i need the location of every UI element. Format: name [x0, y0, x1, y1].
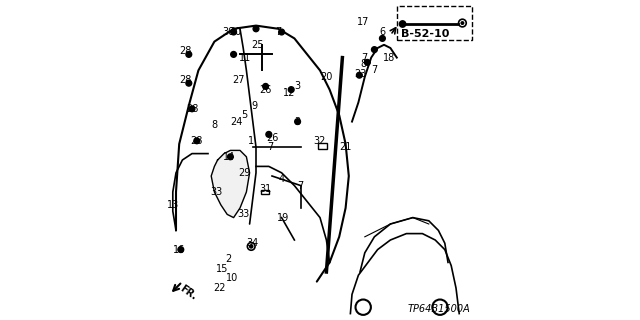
Circle shape — [288, 87, 294, 92]
FancyBboxPatch shape — [397, 6, 472, 40]
Text: 29: 29 — [239, 168, 251, 178]
Text: 28: 28 — [179, 75, 192, 85]
Text: 7: 7 — [268, 142, 273, 152]
Circle shape — [461, 22, 463, 24]
Text: 30: 30 — [223, 27, 235, 37]
Text: 7: 7 — [275, 27, 282, 37]
Text: 7: 7 — [371, 65, 378, 76]
Text: 3: 3 — [294, 81, 301, 92]
Circle shape — [263, 84, 269, 89]
Text: 31: 31 — [259, 184, 272, 194]
Bar — [317, 143, 328, 149]
Text: 28: 28 — [179, 46, 192, 56]
Text: 11: 11 — [239, 52, 251, 63]
Circle shape — [365, 60, 370, 65]
Text: 28: 28 — [191, 136, 203, 146]
Text: 32: 32 — [314, 136, 326, 146]
Polygon shape — [211, 150, 250, 218]
Text: 1: 1 — [248, 136, 254, 146]
Circle shape — [295, 119, 301, 124]
Text: 28: 28 — [186, 104, 198, 114]
Text: 25: 25 — [252, 40, 264, 50]
Text: 5: 5 — [242, 110, 248, 120]
Text: 33: 33 — [237, 209, 250, 220]
Text: 8: 8 — [211, 120, 218, 130]
Text: 30: 30 — [229, 27, 241, 37]
Text: 33: 33 — [210, 187, 222, 197]
Circle shape — [186, 80, 192, 86]
Circle shape — [380, 36, 385, 41]
Circle shape — [356, 72, 362, 78]
Circle shape — [399, 21, 406, 27]
Text: 18: 18 — [383, 52, 395, 63]
Text: 10: 10 — [226, 273, 238, 284]
Circle shape — [178, 247, 184, 252]
Circle shape — [186, 52, 192, 57]
Text: 17: 17 — [357, 17, 369, 28]
Text: 19: 19 — [277, 212, 289, 223]
Circle shape — [231, 52, 237, 57]
Text: B-52-10: B-52-10 — [401, 28, 450, 39]
Circle shape — [253, 26, 259, 32]
Text: 8: 8 — [360, 59, 366, 69]
Text: 9: 9 — [252, 100, 257, 111]
Text: 15: 15 — [216, 264, 228, 274]
Text: 12: 12 — [284, 88, 296, 98]
Text: FR.: FR. — [178, 284, 198, 302]
Text: 27: 27 — [232, 75, 244, 85]
Text: TP64B1500A: TP64B1500A — [408, 304, 470, 314]
Circle shape — [250, 245, 253, 248]
Text: 34: 34 — [246, 238, 259, 248]
Bar — [261, 190, 269, 194]
Text: 13: 13 — [166, 200, 179, 210]
Text: 4: 4 — [278, 174, 285, 184]
Text: 7: 7 — [298, 180, 304, 191]
Text: 14: 14 — [223, 152, 235, 162]
Text: 20: 20 — [320, 72, 333, 82]
Text: 21: 21 — [339, 142, 352, 152]
Text: 3: 3 — [294, 116, 301, 127]
Circle shape — [228, 154, 234, 160]
Circle shape — [279, 29, 285, 35]
Circle shape — [231, 29, 237, 35]
Circle shape — [266, 132, 272, 137]
Circle shape — [371, 47, 378, 52]
Circle shape — [189, 106, 195, 112]
Text: 26: 26 — [259, 84, 272, 95]
Text: 22: 22 — [213, 283, 225, 293]
Text: 24: 24 — [230, 116, 243, 127]
Text: 7: 7 — [362, 52, 368, 63]
Text: 26: 26 — [266, 132, 278, 143]
Text: 16: 16 — [173, 244, 186, 255]
Circle shape — [194, 138, 200, 144]
Text: 6: 6 — [380, 27, 385, 37]
Text: 2: 2 — [226, 254, 232, 264]
Text: 23: 23 — [354, 68, 366, 79]
